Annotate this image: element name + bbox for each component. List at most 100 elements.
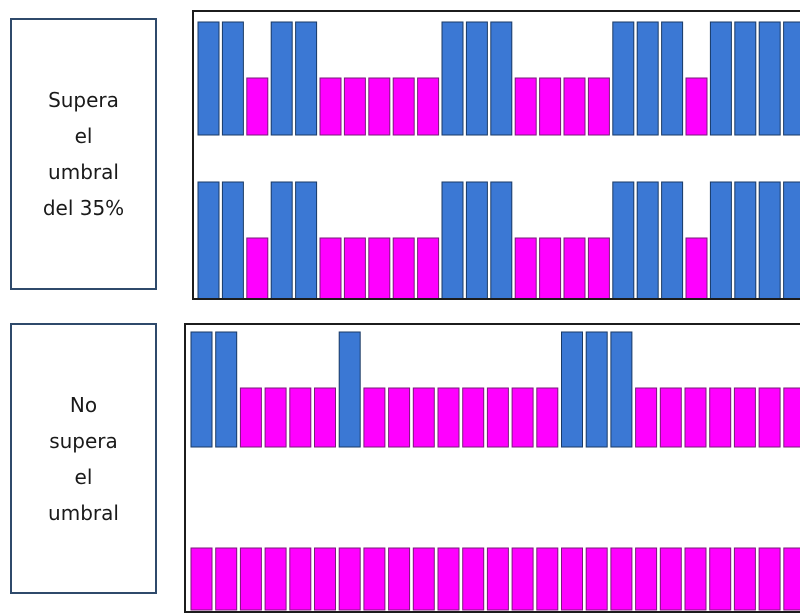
magenta-bar (363, 387, 386, 448)
magenta-bar (319, 77, 342, 136)
blue-bar (636, 21, 659, 136)
magenta-bar (685, 77, 708, 136)
magenta-bar (783, 547, 800, 611)
label-exceeds-threshold: Supera el umbral del 35% (43, 82, 124, 226)
blue-bar (465, 181, 488, 298)
magenta-bar (514, 237, 537, 298)
magenta-bar (338, 547, 361, 611)
magenta-bar (239, 387, 262, 448)
blue-bar (465, 21, 488, 136)
blue-bar (612, 21, 635, 136)
blue-bar (441, 21, 464, 136)
label-not-exceed-threshold: No supera el umbral (48, 387, 119, 531)
blue-bar (709, 21, 732, 136)
magenta-bar (392, 237, 415, 298)
magenta-bar (635, 387, 658, 448)
magenta-bar (709, 387, 732, 448)
label-line: umbral (48, 500, 119, 525)
blue-bar (734, 21, 757, 136)
magenta-bar (437, 547, 460, 611)
magenta-bar (289, 547, 312, 611)
magenta-bar (635, 547, 658, 611)
magenta-bar (343, 77, 366, 136)
magenta-bar (239, 547, 262, 611)
blue-bar (610, 331, 633, 448)
label-line: el (74, 124, 93, 148)
blue-bar (734, 181, 757, 298)
magenta-bar (585, 547, 608, 611)
magenta-bar (388, 387, 411, 448)
label-line: No (69, 392, 98, 417)
blue-bar (215, 331, 238, 448)
magenta-bar (733, 387, 756, 448)
magenta-bar (783, 387, 800, 448)
magenta-bar (368, 237, 391, 298)
magenta-bar (659, 547, 682, 611)
blue-bar (612, 181, 635, 298)
magenta-bar (539, 77, 562, 136)
magenta-bar (561, 547, 583, 611)
magenta-bar (314, 387, 336, 448)
magenta-bar (486, 547, 509, 611)
blue-bar (490, 181, 513, 298)
magenta-bar (289, 387, 312, 448)
blue-bar (758, 21, 781, 136)
bar-pattern-top (197, 21, 800, 298)
magenta-bar (511, 547, 534, 611)
magenta-bar (462, 387, 485, 448)
blue-bar (661, 21, 684, 136)
magenta-bar (388, 547, 411, 611)
magenta-bar (536, 547, 559, 611)
label-box-exceeds-threshold: Supera el umbral del 35% (10, 18, 157, 290)
magenta-bar (215, 547, 238, 611)
magenta-bar (659, 387, 682, 448)
magenta-bar (368, 77, 391, 136)
label-line: el (74, 464, 93, 489)
blue-bar (758, 181, 781, 298)
magenta-bar (319, 237, 342, 298)
blue-bar (295, 181, 318, 298)
magenta-bar (486, 387, 509, 448)
label-box-not-exceed-threshold: No supera el umbral (10, 323, 157, 594)
blue-bar (197, 21, 220, 136)
magenta-bar (758, 387, 781, 448)
label-line: supera (49, 428, 118, 453)
bar-panel-exceeds (192, 10, 800, 300)
magenta-bar (264, 547, 287, 611)
label-line: Supera (48, 88, 119, 112)
magenta-bar (563, 237, 586, 298)
blue-bar (270, 181, 293, 298)
blue-bar (783, 21, 800, 136)
magenta-bar (412, 547, 435, 611)
magenta-bar (539, 237, 562, 298)
magenta-bar (343, 237, 366, 298)
blue-bar (338, 331, 361, 448)
magenta-bar (417, 237, 440, 298)
magenta-bar (709, 547, 732, 611)
label-line: del 35% (42, 196, 125, 220)
blue-bar (295, 21, 318, 136)
magenta-bar (412, 387, 435, 448)
magenta-bar (758, 547, 781, 611)
blue-bar (490, 21, 513, 136)
magenta-bar (684, 387, 707, 448)
bar-panel-not-exceeds (184, 323, 800, 613)
magenta-bar (733, 547, 756, 611)
blue-bar (561, 331, 583, 448)
blue-bar (221, 181, 244, 298)
magenta-bar (684, 547, 707, 611)
magenta-bar (685, 237, 708, 298)
magenta-bar (511, 387, 534, 448)
magenta-bar (587, 237, 610, 298)
magenta-bar (462, 547, 485, 611)
blue-bar (783, 181, 800, 298)
bar-pattern-bottom (190, 331, 800, 611)
magenta-bar (363, 547, 386, 611)
magenta-bar (246, 237, 269, 298)
magenta-bar (314, 547, 336, 611)
magenta-bar (190, 547, 213, 611)
blue-bar (636, 181, 659, 298)
blue-bar (585, 331, 608, 448)
magenta-bar (264, 387, 287, 448)
blue-bar (190, 331, 213, 448)
